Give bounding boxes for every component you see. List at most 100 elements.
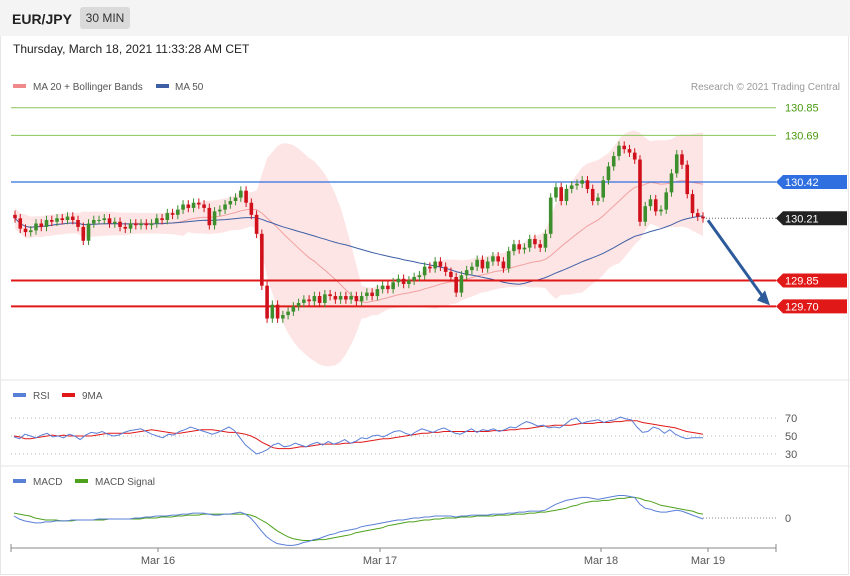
candle-body [501,261,506,269]
candle-body [533,239,537,245]
candle-body [118,221,122,227]
resistance-label: 130.85 [785,103,819,115]
candle-body [155,218,159,224]
candle-body [643,206,648,222]
macd-legend-label: MACD [33,477,62,488]
candle-body [443,266,448,272]
candle-body [401,278,406,284]
candle-body [685,164,690,195]
candle-body [112,221,117,224]
candle-body [60,218,65,221]
support-label: 129.70 [785,301,819,313]
candle-body [386,285,390,290]
last-price-tag [776,211,847,226]
candle-body [296,302,301,307]
candle-body [170,213,175,215]
candle-body [344,296,348,300]
candle-body [218,209,222,212]
candle-body [506,251,511,269]
candle-body [359,296,364,302]
candle-body [123,226,128,229]
support-tag [776,299,847,314]
candle-body [548,197,553,234]
candle-body [133,223,138,226]
candle-body [438,261,443,267]
last-price-label: 130.21 [785,213,819,225]
candle-body [34,223,38,231]
candle-body [91,220,96,224]
chart-header: EUR/JPY 30 MIN [0,0,850,36]
chart-datetime: Thursday, March 18, 2021 11:33:28 AM CET [13,42,250,56]
macd-signal-legend-label: MACD Signal [95,477,155,488]
candle-body [464,270,469,276]
candle-body [260,233,264,286]
candle-body [459,275,464,293]
candle-body [538,244,542,248]
candle-body [632,152,637,160]
candle-body [338,296,343,300]
candle-body [659,209,663,212]
candle-body [39,223,44,227]
macd-signal-legend-swatch [75,479,88,483]
ma20-legend-swatch [13,84,26,88]
candle-body [554,187,558,198]
candle-body [417,275,422,278]
candle-body [70,216,75,221]
candle-body [312,296,317,302]
ma50-legend-swatch [156,84,169,88]
candle-body [653,199,658,212]
candle-body [302,299,306,303]
macd-legend-swatch [13,479,26,483]
candle-body [212,211,217,226]
candle-body [254,214,259,234]
candle-body [585,180,590,189]
candle-body [107,218,112,224]
candle-body [333,296,338,300]
timeframe-button[interactable]: 30 MIN [80,7,130,29]
candle-body [475,259,479,267]
candle-body [396,278,401,283]
candle-body [186,204,191,208]
candle-body [375,289,380,297]
candle-body [23,228,28,233]
candle-body [370,292,374,297]
candle-body [49,220,54,222]
candle-body [202,204,206,208]
candle-body [601,180,606,198]
candle-body [349,296,353,300]
candle-body [695,213,700,217]
ma20-legend-label: MA 20 + Bollinger Bands [33,82,143,93]
candle-body [228,201,233,205]
candle-body [328,294,332,297]
candle-body [317,296,322,303]
candle-body [286,311,290,316]
rsi-line [13,416,703,455]
candle-body [690,194,695,214]
rsi-tick-label: 70 [785,413,797,425]
candle-body [480,259,485,269]
x-axis: Mar 16 Mar 17 Mar 18 Mar 19 [10,544,777,567]
candle-body [611,156,616,167]
candle-body [674,154,679,174]
support-tag [776,273,847,288]
candle-body [239,190,243,198]
forecast-arrow-head [757,290,770,306]
candle-body [485,261,490,269]
rsi-tick-label: 30 [785,449,797,461]
candle-body [701,216,705,219]
macd-line [13,495,704,546]
candle-body [380,285,385,290]
candle-body [664,192,669,210]
candle-body [160,218,164,221]
candle-body [165,213,170,221]
candle-body [617,145,621,157]
candle-body [233,197,238,202]
candle-body [491,256,495,262]
candle-body [191,202,196,208]
candle-body [13,214,17,219]
candle-body [65,216,70,221]
candle-body [97,220,101,222]
candle-body [176,209,180,215]
candle-body [197,202,201,205]
